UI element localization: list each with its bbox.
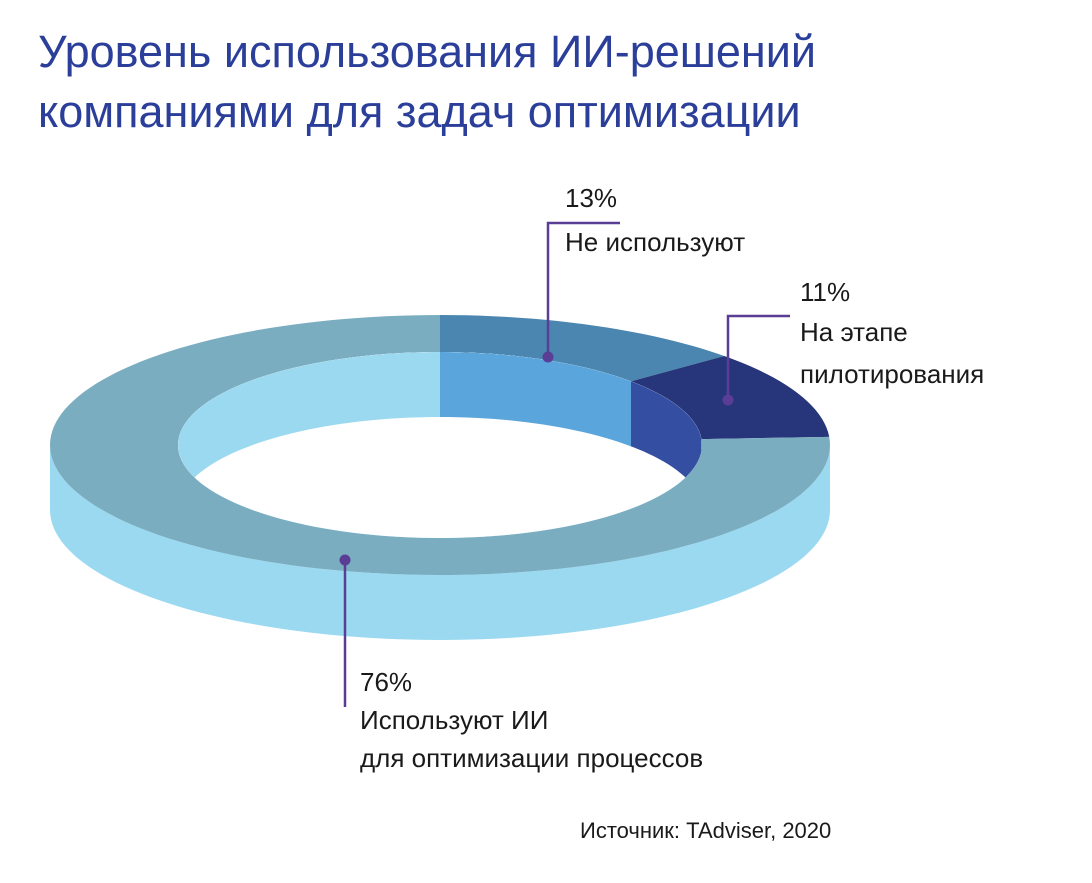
- category-label: Используют ИИ для оптимизации процессов: [360, 705, 703, 773]
- source: Источник: TAdviser, 2020: [580, 818, 831, 843]
- value-label: 76%: [360, 667, 412, 697]
- leader-line: [546, 221, 620, 357]
- slice-inner-side: [440, 352, 631, 447]
- slice-inner-side: [630, 381, 702, 505]
- slice-inner-side: [178, 352, 702, 538]
- value-label: 13%: [565, 183, 617, 213]
- category-label: На этапе пилотирования: [800, 317, 984, 389]
- slice-side: [50, 445, 830, 640]
- value-label: 11%: [800, 277, 850, 307]
- slice: [50, 315, 830, 575]
- category-label: Не используют: [565, 227, 745, 257]
- leader-line: [726, 314, 790, 400]
- leader-dot: [542, 351, 554, 363]
- slice: [440, 315, 725, 382]
- chart-title: Уровень использования ИИ-решений компания…: [38, 26, 816, 137]
- leader-dot: [722, 394, 734, 406]
- leader-dot: [339, 554, 351, 566]
